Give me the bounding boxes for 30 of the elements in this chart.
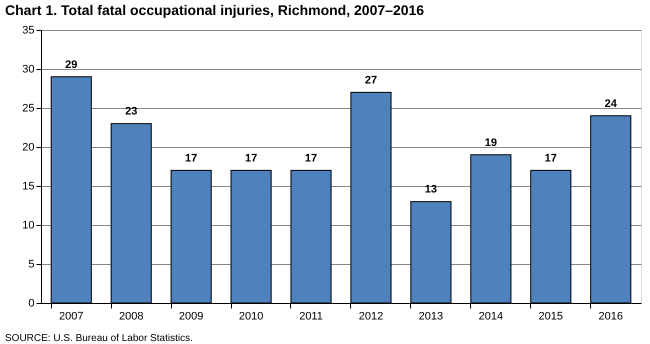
- x-tick-label: 2014: [478, 310, 504, 322]
- x-tick-label: 2010: [238, 310, 264, 322]
- y-tick-label: 0: [28, 298, 34, 310]
- y-tick-label: 20: [22, 142, 34, 154]
- data-label: 29: [65, 58, 78, 71]
- y-tick-label: 10: [22, 220, 34, 232]
- data-label: 13: [424, 184, 438, 196]
- data-label: 24: [604, 98, 618, 110]
- chart-title: Chart 1. Total fatal occupational injuries, Richmond, 2007–2016: [5, 2, 424, 18]
- x-tick-label: 2009: [178, 310, 204, 322]
- x-tick-label: 2011: [299, 310, 323, 322]
- source-note: SOURCE: U.S. Bureau of Labor Statistics.: [5, 333, 193, 344]
- data-label: 19: [484, 136, 497, 149]
- data-label: 17: [544, 152, 557, 164]
- y-tick-label: 35: [22, 24, 34, 36]
- x-tick-label: 2015: [538, 310, 564, 322]
- y-tick-label: 25: [22, 102, 34, 114]
- x-tick-label: 2013: [418, 310, 444, 322]
- x-tick-label: 2012: [358, 310, 384, 322]
- data-label: 17: [185, 152, 198, 164]
- data-label: 17: [304, 152, 318, 164]
- data-label: 27: [364, 74, 378, 86]
- data-label: 17: [244, 152, 258, 164]
- x-tick-label: 2008: [118, 310, 144, 322]
- data-label: 23: [125, 106, 138, 118]
- x-tick-label: 2007: [59, 310, 84, 322]
- y-tick-label: 30: [22, 64, 34, 76]
- x-tick-label: 2016: [598, 310, 623, 322]
- y-tick-label: 5: [28, 258, 34, 270]
- y-tick-label: 15: [22, 180, 34, 192]
